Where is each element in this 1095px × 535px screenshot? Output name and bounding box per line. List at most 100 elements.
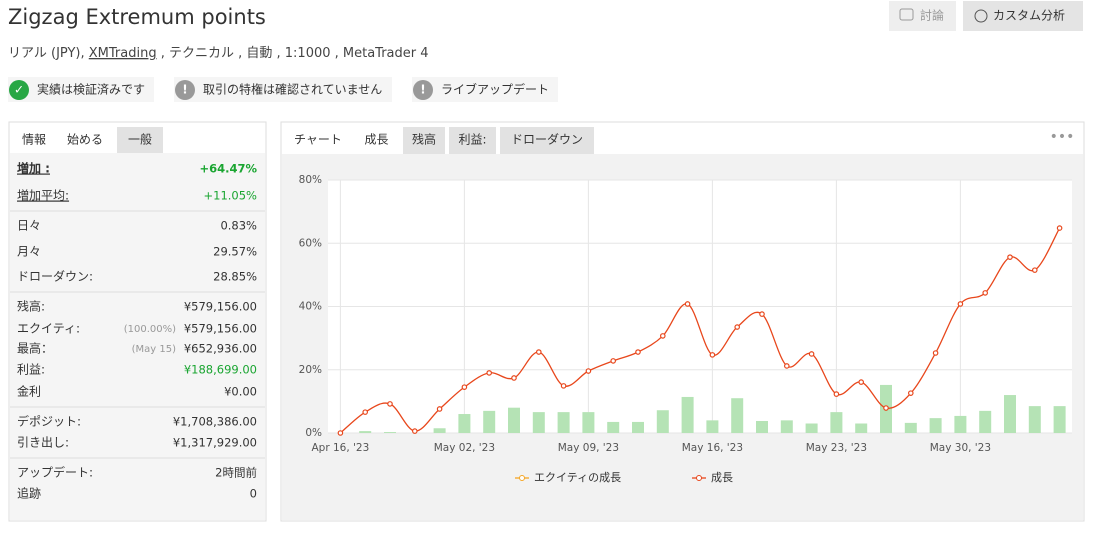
stat-label: 利益: xyxy=(17,363,45,377)
subtitle: リアル (JPY), XMTrading , テクニカル , 自動 , 1:10… xyxy=(8,46,429,61)
stat-label: 最高： xyxy=(17,341,53,356)
stat-label: アップデート: xyxy=(17,465,93,480)
growth-point xyxy=(783,363,790,369)
chart-tab[interactable] xyxy=(286,127,350,154)
chart-tab[interactable] xyxy=(354,127,399,154)
stat-label: 増加平均: xyxy=(17,189,69,203)
growth-point xyxy=(1056,225,1063,231)
growth-point xyxy=(858,379,865,385)
stat-value: 2時間前 xyxy=(215,466,257,480)
bar xyxy=(532,412,545,433)
y-tick-label: 40% xyxy=(299,301,322,313)
bar xyxy=(780,420,793,433)
x-tick-label: May 30, '23 xyxy=(930,442,991,454)
stat-value: ¥1,708,386.00 xyxy=(173,415,257,429)
bar xyxy=(632,421,644,433)
growth-point xyxy=(659,333,666,339)
stat-value: +64.47% xyxy=(199,162,257,176)
growth-point xyxy=(362,409,369,415)
bar xyxy=(929,418,942,433)
growth-point xyxy=(982,290,989,296)
stat-label: 日々 xyxy=(17,219,41,233)
badge xyxy=(8,77,154,102)
badge-icon xyxy=(413,80,433,100)
stat-label: ドローダウン: xyxy=(17,269,93,284)
growth-point xyxy=(1007,254,1013,260)
growth-point xyxy=(585,368,592,374)
stat-label: デポジット: xyxy=(17,414,81,429)
stats-tab[interactable] xyxy=(12,127,56,153)
bar xyxy=(979,410,992,433)
title: Zigzag Extremum points xyxy=(8,5,266,29)
stat-value: 0 xyxy=(250,487,257,501)
badge-icon-glyph: ✓ xyxy=(14,83,24,97)
bar xyxy=(706,420,719,433)
bar xyxy=(681,396,694,433)
bar xyxy=(384,432,396,433)
growth-point xyxy=(759,311,765,317)
bar xyxy=(1028,406,1041,433)
y-tick-label: 60% xyxy=(299,237,322,249)
stats-tab-label: 情報 xyxy=(22,133,46,147)
growth-point xyxy=(709,352,716,358)
stats-tab-label: 始める xyxy=(67,133,103,147)
bar xyxy=(607,421,620,433)
stat-label: 金利 xyxy=(17,384,41,399)
legend-label[interactable]: 成長 xyxy=(711,471,733,484)
bar xyxy=(805,423,818,433)
bar xyxy=(433,428,446,433)
broker-link[interactable]: XMTrading xyxy=(89,46,157,61)
stat-value: ¥188,699.00 xyxy=(184,363,257,377)
bar xyxy=(756,420,768,433)
badge-text: 実績は検証済みです xyxy=(37,82,145,97)
badge-icon-glyph: ! xyxy=(182,83,187,97)
chart-tab[interactable] xyxy=(449,127,496,154)
growth-point xyxy=(610,358,617,364)
bar xyxy=(855,423,868,433)
bar xyxy=(1053,406,1066,433)
x-tick-label: May 16, '23 xyxy=(682,442,743,454)
bar xyxy=(656,410,669,433)
chart-tab-label: 利益: xyxy=(458,133,486,147)
stats-tab[interactable] xyxy=(58,127,112,153)
bar xyxy=(508,407,520,433)
stat-value: ¥579,156.00 xyxy=(184,300,257,314)
chart-tab[interactable] xyxy=(500,127,594,154)
stat-note: (May 15) xyxy=(132,344,176,355)
legend-marker xyxy=(696,475,702,481)
chart-tab-label: チャート xyxy=(294,133,342,147)
stats-tab[interactable] xyxy=(117,127,163,153)
stat-value: ¥0.00 xyxy=(224,385,257,399)
bar xyxy=(458,414,471,433)
growth-point xyxy=(684,301,691,307)
badge-icon xyxy=(175,80,195,100)
bar xyxy=(483,410,496,433)
y-tick-label: 20% xyxy=(299,364,322,376)
custom-button[interactable] xyxy=(963,1,1083,31)
badge xyxy=(412,77,558,102)
badge xyxy=(174,77,392,102)
growth-point xyxy=(957,301,964,307)
growth-point xyxy=(1032,267,1038,273)
chart-tab[interactable] xyxy=(403,127,445,154)
bar xyxy=(830,412,843,433)
bar xyxy=(557,412,570,433)
growth-point xyxy=(833,391,840,397)
bar xyxy=(359,431,372,433)
menu-dots[interactable]: ••• xyxy=(1050,129,1075,145)
stat-value: ¥579,156.00 xyxy=(184,322,257,336)
y-tick-label: 80% xyxy=(299,174,322,186)
growth-point xyxy=(436,406,443,412)
bar xyxy=(731,398,744,433)
badge-text: 取引の特権は確認されていません xyxy=(203,82,382,97)
stat-label: 引き出し: xyxy=(17,436,69,450)
legend-label[interactable]: エクイティの成長 xyxy=(534,471,621,484)
growth-point xyxy=(387,401,393,407)
stat-value: 29.57% xyxy=(213,245,257,259)
legend-marker xyxy=(519,475,525,481)
custom-label: カスタム分析 xyxy=(993,9,1065,23)
growth-point xyxy=(907,390,914,396)
x-tick-label: May 23, '23 xyxy=(806,442,867,454)
growth-point xyxy=(411,428,418,434)
